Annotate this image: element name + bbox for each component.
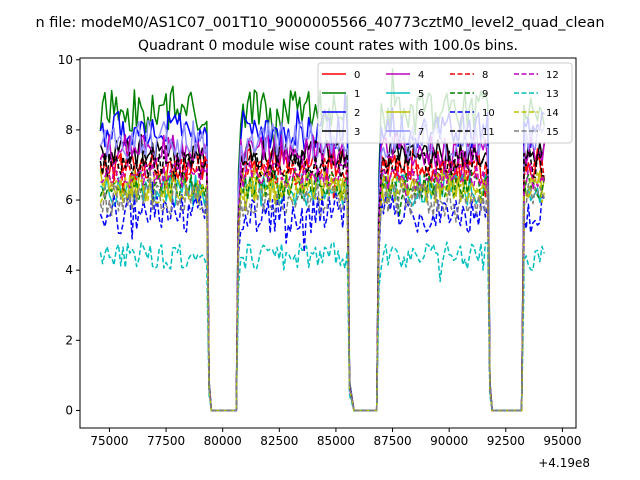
legend-label-8: 8 <box>482 70 488 81</box>
legend-label-13: 13 <box>546 89 559 100</box>
x-tick-label: 75000 <box>90 434 128 448</box>
legend-label-2: 2 <box>354 108 360 119</box>
x-tick-label: 80000 <box>204 434 242 448</box>
y-tick-label: 4 <box>65 263 73 277</box>
plot-area <box>99 68 546 412</box>
series-line-4 <box>99 133 546 412</box>
series-line-11 <box>99 145 545 412</box>
legend-label-1: 1 <box>354 89 360 100</box>
legend-label-6: 6 <box>418 108 424 119</box>
x-tick-label: 95000 <box>543 434 581 448</box>
x-tick-label: 87500 <box>373 434 411 448</box>
x-axis: 75000 77500 80000 82500 85000 87500 90000 92500… <box>90 428 582 448</box>
legend-label-3: 3 <box>354 127 360 138</box>
legend-label-4: 4 <box>418 70 424 81</box>
series-line-12 <box>100 160 545 412</box>
legend-label-5: 5 <box>418 89 424 100</box>
y-tick-label: 0 <box>65 403 73 417</box>
legend-label-9: 9 <box>482 89 488 100</box>
series-line-13 <box>99 241 546 412</box>
x-tick-label: 77500 <box>147 434 185 448</box>
y-tick-label: 6 <box>65 193 73 207</box>
legend-label-11: 11 <box>482 127 495 138</box>
x-tick-label: 92500 <box>487 434 525 448</box>
figure-suptitle: n file: modeM0/AS1C07_001T10_9000005566_… <box>35 15 604 31</box>
legend-label-0: 0 <box>354 70 360 81</box>
axes-frame <box>79 57 577 429</box>
x-tick-label: 82500 <box>260 434 298 448</box>
legend-label-15: 15 <box>546 127 559 138</box>
series-line-7 <box>99 120 546 412</box>
legend-label-10: 10 <box>482 108 495 119</box>
legend-box <box>317 62 573 144</box>
legend-label-12: 12 <box>546 70 559 81</box>
x-offset-label: +4.19e8 <box>538 456 590 470</box>
series-line-15 <box>99 168 545 412</box>
x-tick-label: 85000 <box>317 434 355 448</box>
y-tick-label: 2 <box>65 333 73 347</box>
legend-label-14: 14 <box>546 108 559 119</box>
series-line-10 <box>99 181 545 412</box>
x-tick-label: 90000 <box>430 434 468 448</box>
y-axis: 0 2 4 6 8 10 <box>58 53 80 417</box>
chart-title: Quadrant 0 module wise count rates with … <box>138 38 518 54</box>
series-line-14 <box>99 165 546 412</box>
y-tick-label: 8 <box>65 123 73 137</box>
legend-label-7: 7 <box>418 127 424 138</box>
series-line-9 <box>99 169 546 412</box>
y-tick-label: 10 <box>58 53 73 67</box>
